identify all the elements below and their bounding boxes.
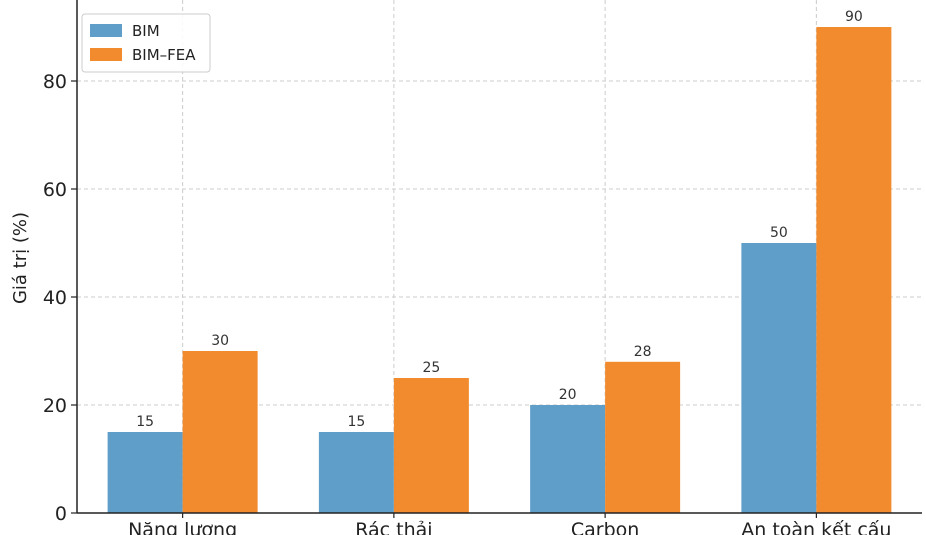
- data-label-1-1: 25: [422, 360, 440, 376]
- legend-label-1: BIM–FEA: [132, 46, 196, 64]
- bar-bim-2: [530, 405, 606, 513]
- y-tick-label-0: 0: [55, 503, 67, 525]
- legend: BIM BIM–FEA: [81, 13, 211, 73]
- y-tick-label-1: 20: [43, 395, 67, 417]
- legend-swatch-0: [90, 24, 122, 37]
- bar-bim-3: [741, 243, 817, 513]
- data-label-0-1: 15: [347, 414, 365, 430]
- legend-swatch-1: [90, 48, 122, 61]
- bar-bim-fea-1: [393, 378, 469, 513]
- data-label-1-3: 90: [845, 9, 863, 25]
- y-tick-label-4: 80: [43, 71, 67, 93]
- bar-bim-fea-0: [182, 351, 258, 513]
- bar-bim-fea-2: [605, 361, 681, 513]
- axes: [71, 0, 922, 518]
- bars: [107, 27, 892, 513]
- x-category-label-2: Carbon: [571, 519, 639, 535]
- legend-label-0: BIM: [132, 22, 160, 40]
- y-axis-label: Giá trị (%): [10, 212, 31, 304]
- data-label-0-0: 15: [136, 414, 154, 430]
- bar-bim-1: [318, 432, 394, 513]
- labels: 15 15 20 50 30 25 28 90 0 20 40 60 80 Năng lượng Rác t…: [43, 9, 892, 535]
- x-category-label-3: An toàn kết cấu: [741, 519, 891, 535]
- bar-bim-0: [107, 432, 183, 513]
- y-tick-label-2: 40: [43, 287, 67, 309]
- data-label-0-3: 50: [770, 225, 788, 241]
- data-label-0-2: 20: [559, 387, 577, 403]
- data-label-1-2: 28: [634, 344, 652, 360]
- bar-bim-fea-3: [816, 27, 892, 513]
- x-category-label-0: Năng lượng: [128, 519, 237, 535]
- x-category-label-1: Rác thải: [355, 519, 432, 535]
- y-tick-label-3: 60: [43, 179, 67, 201]
- data-label-1-0: 30: [211, 333, 229, 349]
